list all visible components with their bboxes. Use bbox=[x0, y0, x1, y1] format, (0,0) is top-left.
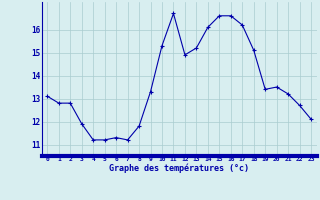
X-axis label: Graphe des températures (°c): Graphe des températures (°c) bbox=[109, 164, 249, 173]
